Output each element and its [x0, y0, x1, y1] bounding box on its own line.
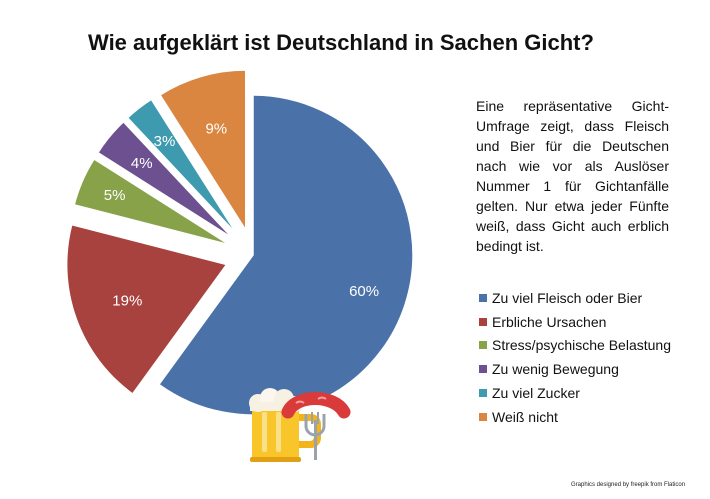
legend-label: Zu viel Zucker	[492, 385, 580, 402]
pie-data-labels: 60% 19% 5% 4%3% 9%	[104, 121, 379, 310]
survey-description: Eine repräsentative Gicht-Umfrage zeigt,…	[476, 98, 669, 254]
data-label: 4%	[131, 155, 153, 172]
legend-item: Zu viel Zucker	[479, 381, 671, 405]
chart-title: Wie aufgeklärt ist Deutschland in Sachen…	[88, 30, 594, 55]
slice-bewegung	[96, 120, 234, 240]
data-label: 5%	[104, 187, 126, 204]
data-label: 9%	[205, 121, 227, 138]
legend-swatch	[479, 389, 487, 398]
legend-swatch	[479, 365, 487, 374]
legend-swatch	[479, 412, 487, 421]
slice-stress	[73, 157, 230, 246]
slice-fleisch-bier	[157, 94, 414, 416]
legend-label: Stress/psychische Belastung	[492, 337, 671, 354]
legend-swatch	[479, 293, 487, 302]
data-label: 60%	[349, 283, 379, 300]
legend-item: Erbliche Ursachen	[479, 310, 671, 334]
legend-item: Stress/psychische Belastung	[479, 334, 671, 358]
legend-label: Zu viel Fleisch oder Bier	[492, 289, 643, 306]
legend-item: Zu wenig Bewegung	[479, 357, 671, 381]
legend-label: Zu wenig Bewegung	[492, 361, 619, 378]
slice-zucker	[126, 98, 238, 235]
legend-label: Erbliche Ursachen	[492, 313, 607, 330]
slice-erbliche-ursachen	[65, 223, 228, 395]
legend-swatch	[479, 341, 487, 350]
data-label: 3%	[154, 133, 176, 150]
legend-item: Weiß nicht	[479, 405, 671, 429]
legend-item: Zu viel Fleisch oder Bier	[479, 286, 671, 310]
legend-label: Weiß nicht	[492, 408, 558, 425]
slice-weiss-nicht	[158, 69, 247, 233]
legend-swatch	[479, 317, 487, 326]
sausage-fork-icon	[281, 392, 351, 460]
graphics-credit: Graphics designed by freepik from Flatic…	[571, 482, 686, 488]
pie-slices	[65, 69, 414, 416]
data-label: 19%	[112, 292, 142, 309]
chart-legend: Zu viel Fleisch oder Bier Erbliche Ursac…	[479, 286, 671, 429]
